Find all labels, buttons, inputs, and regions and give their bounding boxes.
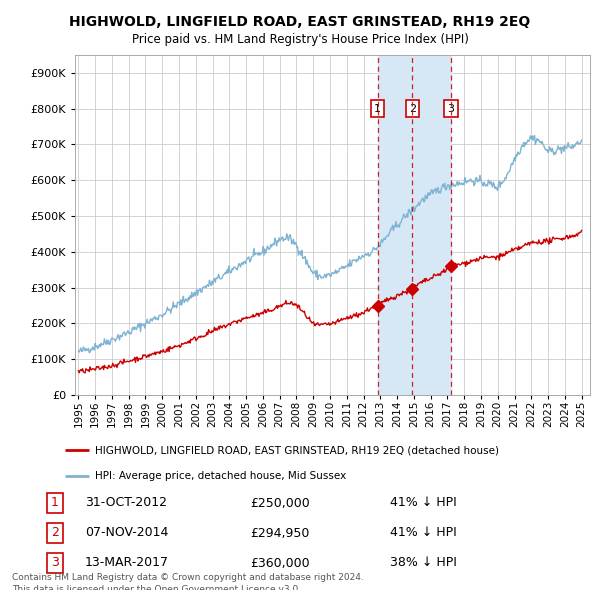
Text: 2: 2	[409, 104, 416, 114]
Text: 38% ↓ HPI: 38% ↓ HPI	[390, 556, 457, 569]
Text: HPI: Average price, detached house, Mid Sussex: HPI: Average price, detached house, Mid …	[95, 471, 346, 481]
Text: £360,000: £360,000	[250, 556, 310, 569]
Text: 1: 1	[374, 104, 381, 114]
Text: 3: 3	[51, 556, 59, 569]
Text: 41% ↓ HPI: 41% ↓ HPI	[390, 497, 457, 510]
Text: 3: 3	[447, 104, 454, 114]
Text: 41% ↓ HPI: 41% ↓ HPI	[390, 526, 457, 539]
Text: Price paid vs. HM Land Registry's House Price Index (HPI): Price paid vs. HM Land Registry's House …	[131, 33, 469, 46]
Text: £294,950: £294,950	[250, 526, 310, 539]
Text: HIGHWOLD, LINGFIELD ROAD, EAST GRINSTEAD, RH19 2EQ (detached house): HIGHWOLD, LINGFIELD ROAD, EAST GRINSTEAD…	[95, 445, 499, 455]
Text: £250,000: £250,000	[250, 497, 310, 510]
Text: 1: 1	[51, 497, 59, 510]
Text: Contains HM Land Registry data © Crown copyright and database right 2024.
This d: Contains HM Land Registry data © Crown c…	[12, 573, 364, 590]
Text: HIGHWOLD, LINGFIELD ROAD, EAST GRINSTEAD, RH19 2EQ: HIGHWOLD, LINGFIELD ROAD, EAST GRINSTEAD…	[70, 15, 530, 29]
Text: 13-MAR-2017: 13-MAR-2017	[85, 556, 169, 569]
Text: 07-NOV-2014: 07-NOV-2014	[85, 526, 169, 539]
Text: 31-OCT-2012: 31-OCT-2012	[85, 497, 167, 510]
Bar	[377, 55, 451, 395]
Text: 2: 2	[51, 526, 59, 539]
